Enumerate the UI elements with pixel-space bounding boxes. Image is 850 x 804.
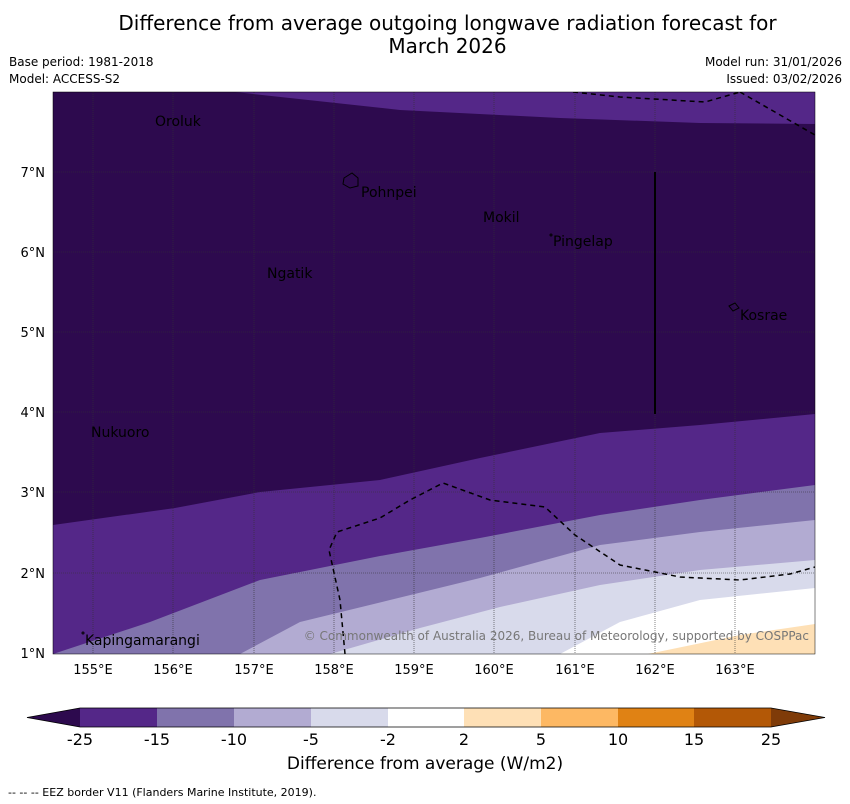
cb-tick-9: 25 [761, 730, 781, 749]
lat-label-6n: 6°N [21, 246, 46, 261]
metadata-right: Model run: 31/01/2026 Issued: 03/02/2026 [705, 54, 842, 88]
lon-label-157e: 157°E [234, 663, 274, 678]
copyright-notice: © Commonwealth of Australia 2026, Bureau… [304, 629, 809, 643]
lat-label-3n: 3°N [21, 486, 46, 501]
colorbar-box-5 [388, 708, 464, 727]
lon-label-160e: 160°E [474, 663, 514, 678]
label-kapingamarangi: Kapingamarangi [85, 633, 200, 649]
gridlines [53, 92, 815, 654]
cb-tick-7: 10 [608, 730, 628, 749]
lat-label-2n: 2°N [21, 567, 46, 582]
pingelap-atoll [549, 233, 553, 237]
latitude-axis: 1°N 2°N 3°N 4°N 5°N 6°N 7°N [21, 166, 46, 662]
longitude-axis: 155°E 156°E 157°E 158°E 159°E 160°E 161°… [73, 663, 755, 678]
cb-tick-6: 5 [536, 730, 546, 749]
colorbar [26, 707, 826, 728]
eez-borders [328, 92, 815, 654]
kosrae-island-outline [728, 302, 740, 312]
label-kosrae: Kosrae [740, 308, 787, 324]
issued-date: Issued: 03/02/2026 [726, 72, 842, 86]
model-name: Model: ACCESS-S2 [9, 72, 121, 86]
cb-tick-4: -2 [380, 730, 396, 749]
map-area [53, 92, 815, 654]
band-plus2-plus5 [648, 624, 815, 654]
base-period: Base period: 1981-2018 [9, 55, 154, 69]
cb-tick-3: -5 [303, 730, 319, 749]
chart-title: Difference from average outgoing longwav… [0, 12, 850, 58]
colorbar-box-3 [234, 708, 311, 727]
metadata-left: Base period: 1981-2018 Model: ACCESS-S2 [9, 54, 154, 88]
lat-label-5n: 5°N [21, 326, 46, 341]
colorbar-box-9 [694, 708, 771, 727]
lon-label-163e: 163°E [715, 663, 755, 678]
label-ngatik: Ngatik [267, 266, 313, 282]
colorbar-box-6 [464, 708, 541, 727]
colorbar-box-2 [157, 708, 234, 727]
model-run: Model run: 31/01/2026 [704, 55, 842, 69]
cb-tick-8: 15 [684, 730, 704, 749]
lon-label-158e: 158°E [314, 663, 354, 678]
colorbar-box-8 [618, 708, 694, 727]
colorbar-title: Difference from average (W/m2) [286, 754, 564, 774]
place-labels: Oroluk Pohnpei Mokil Pingelap Ngatik Kos… [85, 114, 787, 649]
title-line-2: March 2026 [388, 34, 507, 58]
lon-label-159e: 159°E [394, 663, 434, 678]
lon-label-161e: 161°E [555, 663, 595, 678]
eez-footnote: -- -- -- EEZ border V11 (Flanders Marine… [8, 786, 317, 799]
lon-label-162e: 162°E [635, 663, 675, 678]
colorbar-extend-min [27, 708, 80, 727]
label-pingelap: Pingelap [553, 234, 613, 250]
label-nukuoro: Nukuoro [91, 425, 149, 441]
colorbar-outline [26, 707, 826, 728]
cb-tick-0: -25 [67, 730, 93, 749]
map-frame [52, 91, 816, 655]
colorbar-ticks: -25 -15 -10 -5 -2 2 5 10 15 25 [67, 730, 781, 749]
lon-label-155e: 155°E [73, 663, 113, 678]
lat-label-7n: 7°N [21, 166, 46, 181]
label-oroluk: Oroluk [155, 114, 202, 130]
islands [81, 172, 740, 635]
cb-tick-1: -15 [144, 730, 170, 749]
colorbar-box-7 [541, 708, 618, 727]
label-pohnpei: Pohnpei [361, 185, 417, 201]
cb-tick-2: -10 [221, 730, 247, 749]
colorbar-box-4 [311, 708, 388, 727]
colorbar-extend-max [771, 708, 825, 727]
label-mokil: Mokil [483, 210, 520, 226]
lon-label-156e: 156°E [153, 663, 193, 678]
cb-tick-5: 2 [459, 730, 469, 749]
pohnpei-island-outline [342, 172, 359, 189]
title-line-1: Difference from average outgoing longwav… [118, 11, 777, 35]
band-top-minus25-minus15 [235, 92, 815, 124]
lat-label-4n: 4°N [21, 406, 46, 421]
lat-label-1n: 1°N [21, 647, 46, 662]
colorbar-box-1 [80, 708, 157, 727]
kapingamarangi-atoll [81, 631, 85, 635]
